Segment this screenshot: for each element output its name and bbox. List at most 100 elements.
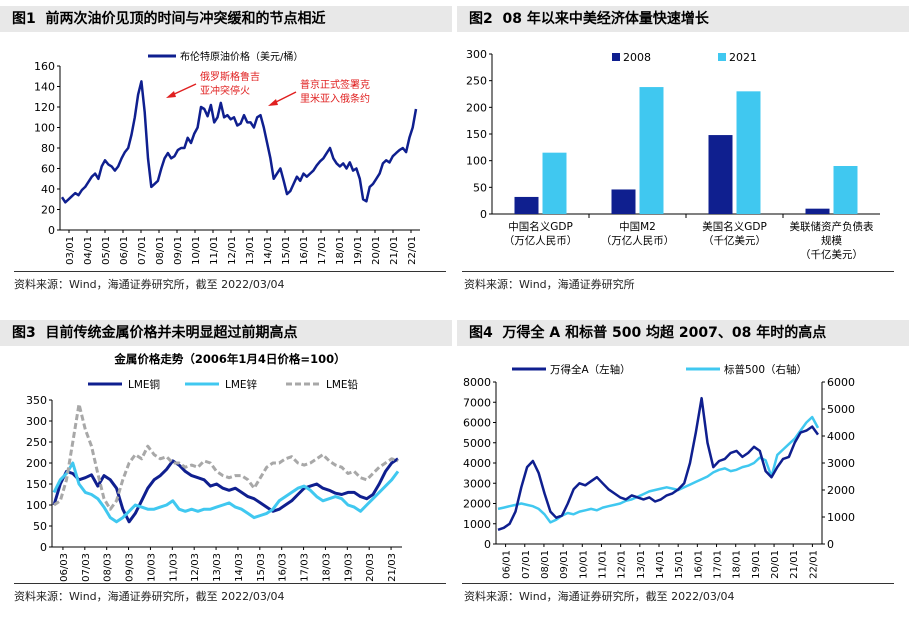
fig4-x-tick-label: 08/01 [540, 550, 551, 579]
fig2-category-label: （千亿美元） [800, 248, 863, 261]
fig3-x-tick-label: 16/03 [278, 553, 289, 582]
fig3-y-tick-label: 0 [40, 541, 47, 554]
fig2-bar-2021 [542, 152, 567, 214]
fig1-x-tick-label: 21/01 [389, 236, 400, 265]
fig3-title-num: 图3 [12, 325, 36, 341]
fig1-x-tick-label: 22/01 [407, 236, 418, 265]
fig4-title: 万得全 A 和标普 500 均超 2007、08 年时的高点 [502, 325, 827, 341]
fig3-x-tick-label: 08/03 [103, 553, 114, 582]
fig3-source: 资料来源：Wind，海通证券研究所，截至 2022/03/04 [14, 590, 285, 603]
fig3-y-tick-label: 150 [26, 478, 47, 491]
fig2-legend-swatch-2008 [612, 53, 620, 61]
fig1-legend-label: 布伦特原油价格（美元/桶） [180, 50, 303, 63]
fig4-x-tick-label: 06/01 [502, 550, 513, 579]
fig2-category-label: （万亿人民币） [601, 234, 675, 247]
fig4-legend-label-sp500: 标普500（右轴） [724, 363, 807, 376]
fig1-x-tick-label: 11/01 [209, 236, 220, 265]
fig3-y-tick-label: 350 [26, 394, 47, 407]
fig1-x-tick-label: 06/01 [119, 236, 130, 265]
fig4-left-y-tick-label: 2000 [463, 498, 491, 511]
fig1-x-tick-label: 18/01 [335, 236, 346, 265]
fig4-left-y-tick-label: 8000 [463, 376, 491, 389]
fig2-bar-2021 [639, 87, 664, 214]
fig3-x-tick-label: 19/03 [343, 553, 354, 582]
fig1-y-tick-label: 120 [34, 101, 55, 114]
fig2-y-tick-label: 150 [466, 128, 487, 141]
fig4-left-y-tick-label: 4000 [463, 457, 491, 470]
fig3-x-tick-label: 18/03 [321, 553, 332, 582]
fig1-title-bar: 图1 前两次油价见顶的时间与冲突缓和的节点相近 [0, 6, 452, 32]
fig3-legend-label-zinc: LME锌 [225, 378, 258, 391]
fig1-y-tick-label: 140 [34, 81, 55, 94]
fig4-left-y-tick-label: 6000 [463, 417, 491, 430]
fig4-left-y-tick-label: 1000 [463, 518, 491, 531]
fig1-x-tick-label: 15/01 [281, 236, 292, 265]
fig1-source-rule [14, 271, 446, 272]
fig4-x-tick-label: 10/01 [578, 550, 589, 579]
fig2-category-label: 美联储资产负债表 [790, 220, 874, 233]
fig3-title: 目前传统金属价格并未明显超过前期高点 [45, 325, 298, 341]
fig1-x-tick-label: 03/01 [65, 236, 76, 265]
fig4-x-tick-label: 07/01 [521, 550, 532, 579]
fig1-series-brent [60, 80, 418, 204]
fig1-y-tick-label: 80 [41, 142, 55, 155]
fig2-y-tick-label: 50 [473, 181, 487, 194]
fig1-x-tick-label: 19/01 [353, 236, 364, 265]
fig3-legend-label-lead: LME铅 [326, 378, 359, 391]
fig3-series-lead [53, 402, 399, 511]
fig3-x-tick-label: 14/03 [234, 553, 245, 582]
fig2-title-bar: 图2 08 年以来中美经济体量快速增长 [457, 6, 909, 32]
fig3-x-tick-label: 10/03 [146, 553, 157, 582]
fig1-x-tick-label: 12/01 [227, 236, 238, 265]
fig1-y-tick-label: 100 [34, 122, 55, 135]
fig4-left-y-tick-label: 5000 [463, 437, 491, 450]
fig2-category-label: 规模 [821, 234, 842, 247]
fig2-category-label: 中国M2 [619, 220, 656, 233]
fig3-y-tick-label: 250 [26, 436, 47, 449]
fig2-legend-swatch-2021 [718, 53, 726, 61]
fig4-right-y-tick-label: 1000 [827, 511, 855, 524]
fig4-right-y-tick-label: 2000 [827, 484, 855, 497]
fig4-right-y-tick-label: 3000 [827, 457, 855, 470]
fig2-title-num: 图2 [469, 11, 493, 27]
fig1-x-tick-label: 16/01 [299, 236, 310, 265]
fig3-x-tick-label: 20/03 [365, 553, 376, 582]
fig3-x-tick-label: 21/03 [387, 553, 398, 582]
fig4-x-tick-label: 14/01 [655, 550, 666, 579]
fig3-y-tick-label: 200 [26, 457, 47, 470]
fig2-y-tick-label: 100 [466, 155, 487, 168]
fig4-x-tick-label: 15/01 [674, 550, 685, 579]
fig4-left-y-tick-label: 0 [484, 538, 491, 551]
fig1-annotation-2-line2: 里米亚入俄条约 [300, 92, 370, 105]
fig3-x-tick-label: 09/03 [125, 553, 136, 582]
fig4-right-y-tick-label: 0 [827, 538, 834, 551]
fig1-annotation-2-line1: 普京正式签署克 [300, 78, 370, 91]
fig4-right-y-tick-label: 4000 [827, 430, 855, 443]
fig1-x-tick-label: 14/01 [263, 236, 274, 265]
fig2-bar-2008 [611, 189, 636, 214]
fig4-left-y-tick-label: 7000 [463, 396, 491, 409]
fig4-series-sp500 [497, 415, 820, 524]
fig1-y-tick-label: 40 [41, 183, 55, 196]
fig4-x-tick-label: 13/01 [636, 550, 647, 579]
fig1-y-tick-label: 20 [41, 204, 55, 217]
fig2-y-tick-label: 250 [466, 75, 487, 88]
fig3-series-copper [52, 457, 399, 524]
fig1-title-num: 图1 [12, 11, 36, 27]
fig3-title-bar: 图3 目前传统金属价格并未明显超过前期高点 [0, 320, 452, 346]
fig2-bar-2021 [833, 166, 858, 214]
fig1-title: 前两次油价见顶的时间与冲突缓和的节点相近 [45, 11, 326, 27]
fig1-x-tick-label: 07/01 [137, 236, 148, 265]
fig1-x-tick-label: 20/01 [371, 236, 382, 265]
fig1-y-tick-label: 60 [41, 163, 55, 176]
fig1-x-tick-label: 05/01 [101, 236, 112, 265]
fig1-x-tick-label: 09/01 [173, 236, 184, 265]
fig3-x-tick-label: 17/03 [300, 553, 311, 582]
fig1-annotation-1-line1: 俄罗斯格鲁吉 [200, 70, 260, 83]
fig1-annotation-1-line2: 亚冲突停火 [200, 84, 250, 97]
fig4-x-tick-label: 21/01 [789, 550, 800, 579]
fig2-legend-label-2021: 2021 [729, 51, 757, 64]
fig2-category-label: 中国名义GDP [508, 220, 573, 233]
fig3-series-zinc [52, 461, 400, 524]
fig3-y-tick-label: 100 [26, 499, 47, 512]
